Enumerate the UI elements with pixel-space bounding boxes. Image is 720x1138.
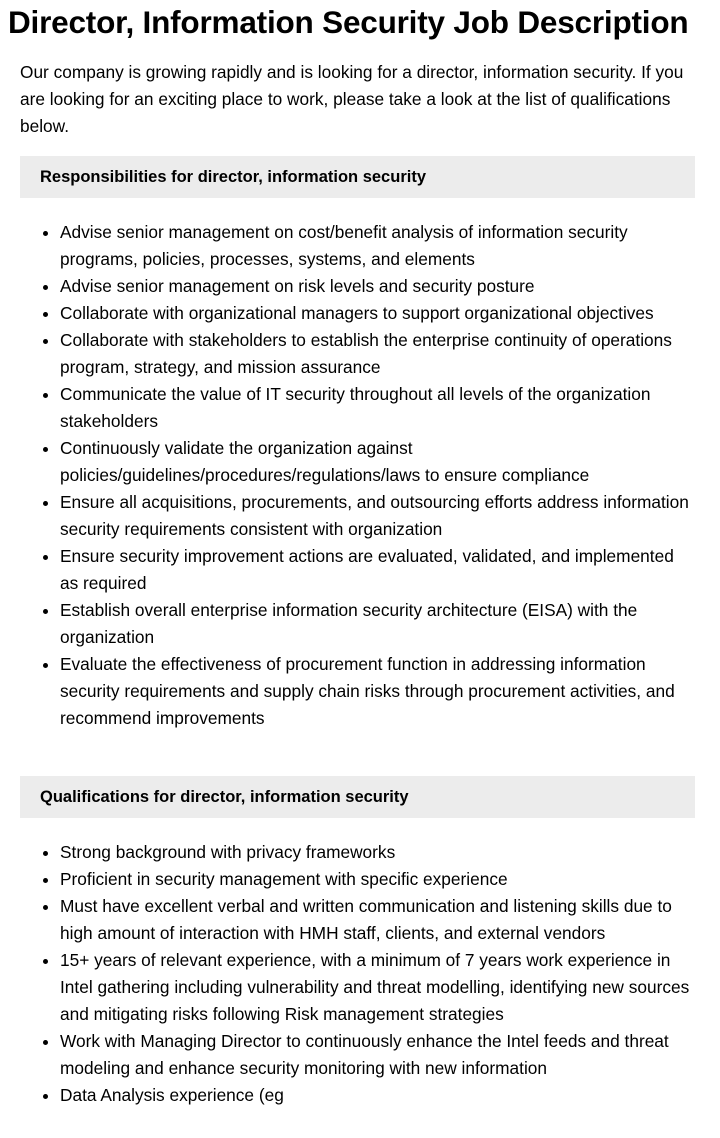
list-item: Establish overall enterprise information… [60, 597, 696, 651]
list-item: Data Analysis experience (eg [60, 1082, 696, 1109]
qualifications-heading: Qualifications for director, information… [20, 776, 695, 818]
qualifications-list: Strong background with privacy framework… [0, 839, 696, 1109]
list-item: Proficient in security management with s… [60, 866, 696, 893]
list-item: Continuously validate the organization a… [60, 435, 696, 489]
responsibilities-heading: Responsibilities for director, informati… [20, 156, 695, 198]
list-item: Collaborate with stakeholders to establi… [60, 327, 696, 381]
page-title: Director, Information Security Job Descr… [8, 4, 689, 40]
list-item: Ensure all acquisitions, procurements, a… [60, 489, 696, 543]
intro-paragraph: Our company is growing rapidly and is lo… [20, 62, 684, 136]
list-item: Work with Managing Director to continuou… [60, 1028, 696, 1082]
responsibilities-list: Advise senior management on cost/benefit… [0, 219, 696, 732]
list-item: Advise senior management on risk levels … [60, 273, 696, 300]
list-item: 15+ years of relevant experience, with a… [60, 947, 696, 1028]
list-item: Communicate the value of IT security thr… [60, 381, 696, 435]
list-item: Strong background with privacy framework… [60, 839, 696, 866]
list-item: Evaluate the effectiveness of procuremen… [60, 651, 696, 732]
list-item: Ensure security improvement actions are … [60, 543, 696, 597]
list-item: Must have excellent verbal and written c… [60, 893, 696, 947]
list-item: Advise senior management on cost/benefit… [60, 219, 696, 273]
responsibilities-section: Responsibilities for director, informati… [0, 156, 720, 732]
list-item: Collaborate with organizational managers… [60, 300, 696, 327]
qualifications-section: Qualifications for director, information… [0, 776, 720, 1109]
